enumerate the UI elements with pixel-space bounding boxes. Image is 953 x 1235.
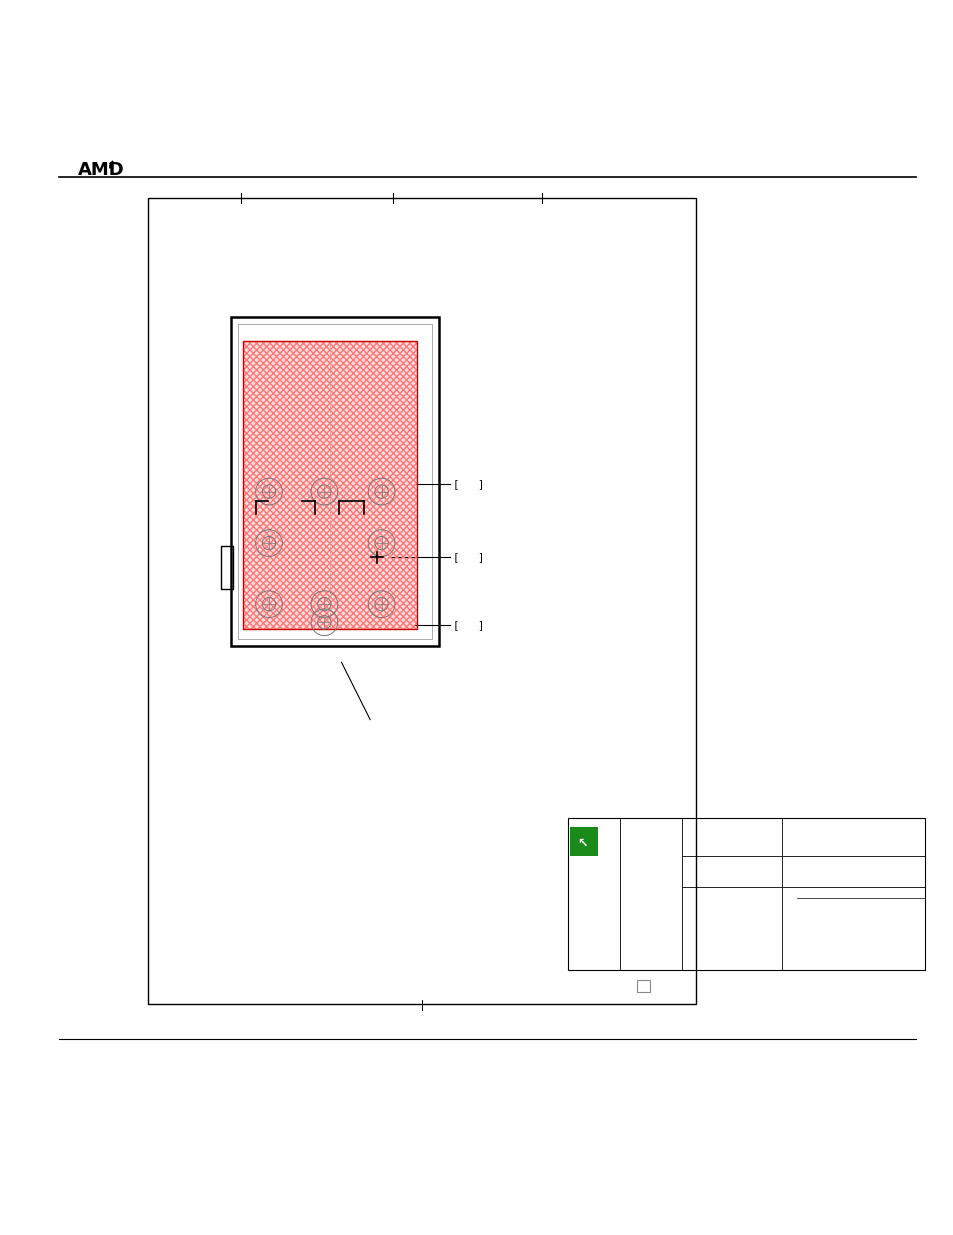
Bar [637,981,649,993]
Bar [567,818,924,971]
Bar [569,827,598,856]
Bar [243,341,416,629]
Text: [   ]: [ ] [453,620,484,630]
Bar [231,317,438,646]
Bar [221,546,233,589]
Text: [   ]: [ ] [453,479,484,489]
Text: [   ]: [ ] [453,552,484,562]
Bar [148,198,696,1004]
Bar [243,341,416,629]
Text: ↖: ↖ [577,836,587,850]
Text: AMD: AMD [78,162,125,179]
Bar [243,341,416,629]
Bar [237,324,432,640]
